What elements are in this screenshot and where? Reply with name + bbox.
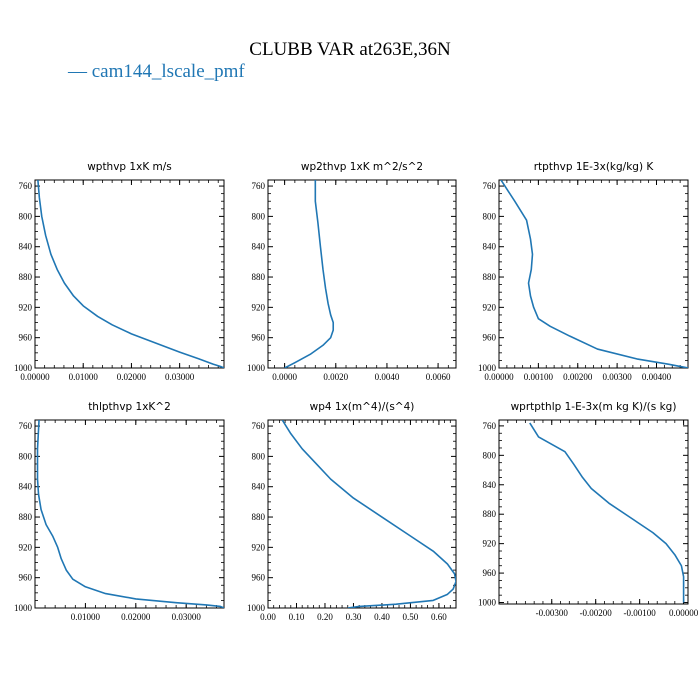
subplot-title: rtpthvp 1E-3x(kg/kg) K xyxy=(534,161,655,173)
x-tick-label: 0.02000 xyxy=(121,612,151,622)
y-tick-label: 1000 xyxy=(478,363,497,373)
y-tick-label: 1000 xyxy=(14,603,33,613)
x-tick-label: -0.00300 xyxy=(536,608,569,618)
y-tick-label: 840 xyxy=(483,242,497,252)
y-tick-label: 840 xyxy=(252,242,266,252)
y-tick-label: 960 xyxy=(483,333,497,343)
y-tick-label: 800 xyxy=(252,451,266,461)
y-tick-label: 880 xyxy=(483,509,497,519)
y-tick-label: 800 xyxy=(252,211,266,221)
series-line xyxy=(36,420,224,608)
subplot: wp4 1x(m^4)/(s^4)76080084088092096010000… xyxy=(247,401,457,622)
x-tick-label: 0.00000 xyxy=(484,372,514,382)
y-tick-label: 1000 xyxy=(247,603,266,613)
subplot-grid: wpthvp 1xK m/s76080084088092096010000.00… xyxy=(14,161,699,622)
y-tick-label: 920 xyxy=(252,302,266,312)
subplot-title: wp2thvp 1xK m^2/s^2 xyxy=(301,161,423,173)
subplot: rtpthvp 1E-3x(kg/kg) K 760 800 840 880 920 960… xyxy=(478,161,689,382)
x-tick-label: 0.00200 xyxy=(563,372,593,382)
y-tick-label: 800 xyxy=(483,450,497,460)
subplot-title: wp4 1x(m^4)/(s^4) xyxy=(310,401,415,413)
y-tick-label: 840 xyxy=(19,242,33,252)
x-tick-label: 0.00 xyxy=(260,612,276,622)
x-tick-label: 0.0060 xyxy=(426,372,451,382)
y-tick-label: 920 xyxy=(483,539,497,549)
y-tick-label: 800 xyxy=(19,211,33,221)
y-tick-label: 920 xyxy=(252,542,266,552)
series-line xyxy=(37,180,224,368)
x-tick-label: 0.20 xyxy=(317,612,333,622)
y-tick-label: 840 xyxy=(252,482,266,492)
y-tick-label: 880 xyxy=(19,272,33,282)
x-tick-label: 0.0000 xyxy=(272,372,297,382)
plot-frame xyxy=(267,419,457,609)
y-tick-label: 760 xyxy=(252,421,266,431)
x-tick-label: 0.01000 xyxy=(69,372,99,382)
y-tick-label: 760 xyxy=(483,421,497,431)
x-tick-label: 0.00400 xyxy=(642,372,672,382)
x-tick-label: 0.00000 xyxy=(20,372,50,382)
subplot-title: thlpthvp 1xK^2 xyxy=(88,401,171,413)
x-tick-label: 0.10 xyxy=(289,612,305,622)
y-tick-label: 880 xyxy=(252,272,266,282)
y-tick-label: 920 xyxy=(19,302,33,312)
series-line xyxy=(284,180,335,368)
x-tick-label: 0.0040 xyxy=(375,372,400,382)
x-tick-label: 0.00100 xyxy=(524,372,554,382)
y-tick-label: 880 xyxy=(19,512,33,522)
legend-entry: — cam144_lscale_pmf xyxy=(67,61,245,82)
x-tick-label: 0.03000 xyxy=(172,612,202,622)
y-tick-label: 840 xyxy=(19,482,33,492)
x-tick-label: -0.00200 xyxy=(580,608,613,618)
x-tick-label: -0.00100 xyxy=(624,608,657,618)
plot-frame xyxy=(498,419,689,605)
figure-title: CLUBB VAR at263E,36N xyxy=(249,39,451,60)
y-tick-label: 960 xyxy=(19,573,33,583)
x-tick-label: 0.0020 xyxy=(323,372,348,382)
subplot: wprtpthlp 1-E-3x(m kg K)/(s kg) 760 800 840… xyxy=(478,401,699,618)
y-tick-label: 1000 xyxy=(478,598,497,608)
x-tick-label: 0.60 xyxy=(431,612,447,622)
x-tick-label: 0.50 xyxy=(403,612,419,622)
y-tick-label: 760 xyxy=(19,181,33,191)
y-tick-label: 920 xyxy=(483,302,497,312)
x-tick-label: 0.03000 xyxy=(165,372,195,382)
series-line xyxy=(281,420,456,608)
subplot-title: wpthvp 1xK m/s xyxy=(87,161,172,173)
subplot: wp2thvp 1xK m^2/s^2 760 800 840 880 920 960 100… xyxy=(247,161,457,382)
x-tick-label: 0.30 xyxy=(346,612,362,622)
series-line xyxy=(529,422,685,603)
y-tick-label: 840 xyxy=(483,480,497,490)
y-tick-label: 800 xyxy=(483,211,497,221)
y-tick-label: 960 xyxy=(483,568,497,578)
subplot: wpthvp 1xK m/s 760 800 840 880 920 960 10000.00… xyxy=(14,161,225,382)
y-tick-label: 1000 xyxy=(14,363,33,373)
y-tick-label: 920 xyxy=(19,542,33,552)
plot-frame xyxy=(498,179,689,369)
y-tick-label: 1000 xyxy=(247,363,266,373)
series-line xyxy=(500,180,688,368)
y-tick-label: 760 xyxy=(483,181,497,191)
x-tick-label: 0.00300 xyxy=(603,372,633,382)
y-tick-label: 960 xyxy=(252,333,266,343)
plot-frame xyxy=(34,419,225,609)
x-tick-label: 0.02000 xyxy=(117,372,147,382)
y-tick-label: 960 xyxy=(19,333,33,343)
x-tick-label: 0.01000 xyxy=(71,612,101,622)
y-tick-label: 800 xyxy=(19,451,33,461)
y-tick-label: 880 xyxy=(252,512,266,522)
y-tick-label: 760 xyxy=(252,181,266,191)
plot-frame xyxy=(267,179,457,369)
y-tick-label: 760 xyxy=(19,421,33,431)
subplot-title: wprtpthlp 1-E-3x(m kg K)/(s kg) xyxy=(511,401,677,413)
x-tick-label: 0.40 xyxy=(374,612,390,622)
x-tick-label: 0.00000 xyxy=(669,608,699,618)
plot-frame xyxy=(34,179,225,369)
y-tick-label: 960 xyxy=(252,573,266,583)
subplot: thlpthvp 1xK^2 760 800 840 880 920 960 1000 0.01… xyxy=(14,401,225,622)
y-tick-label: 880 xyxy=(483,272,497,282)
